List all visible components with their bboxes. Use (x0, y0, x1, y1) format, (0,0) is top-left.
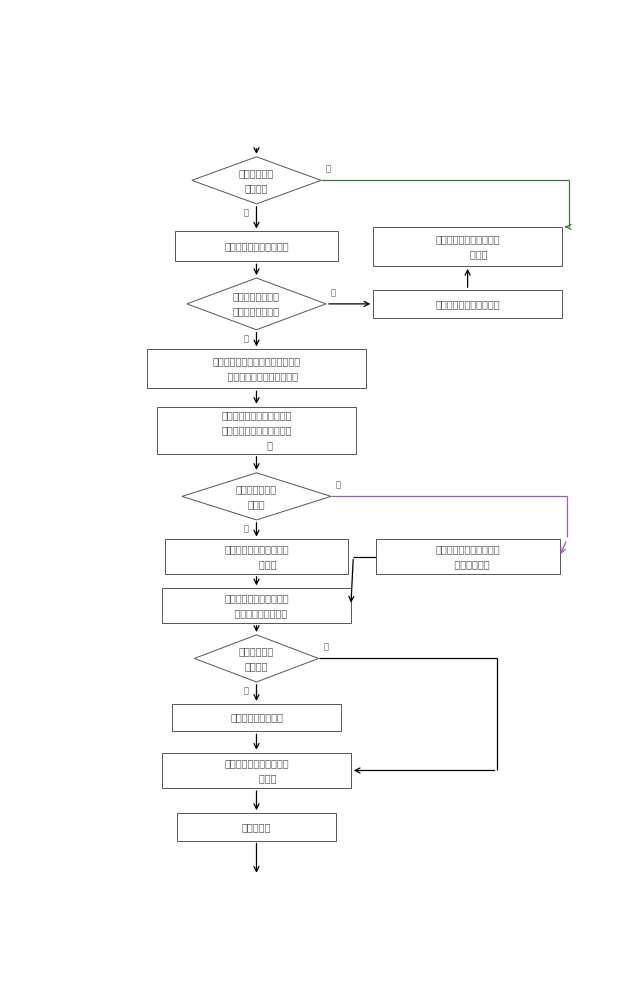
Text: 是否有公共转
供电源？: 是否有公共转 供电源？ (239, 646, 274, 671)
Bar (162, 588, 351, 623)
Bar (174, 231, 338, 261)
Bar (157, 407, 356, 454)
Text: 否: 否 (324, 643, 329, 652)
Text: 暂停正在处理的母线故障: 暂停正在处理的母线故障 (224, 241, 289, 251)
Text: 是: 是 (244, 208, 249, 217)
Text: 无外部联络电源馈线无法
   进行供电恢复: 无外部联络电源馈线无法 进行供电恢复 (435, 544, 500, 569)
Text: 否: 否 (336, 480, 341, 489)
Polygon shape (194, 635, 319, 682)
Text: 将公共转供电源解耦: 将公共转供电源解耦 (230, 713, 283, 723)
Bar (373, 227, 562, 266)
Text: 继续处理暂停的母线故障: 继续处理暂停的母线故障 (435, 299, 500, 309)
Text: 形成方案集: 形成方案集 (242, 822, 271, 832)
Text: 是否存在其他
母线故障: 是否存在其他 母线故障 (239, 168, 274, 193)
Text: 是: 是 (244, 525, 249, 534)
Text: 是: 是 (244, 334, 249, 343)
Bar (373, 290, 562, 318)
Text: 站内有正常运行
母线？: 站内有正常运行 母线？ (236, 484, 277, 509)
Bar (165, 539, 349, 574)
Text: 判别故障母线所带馈线的类
型：无外部联络、有外部联
         络: 判别故障母线所带馈线的类 型：无外部联络、有外部联 络 (221, 410, 292, 450)
Text: 本次母线故障与未处理完的母线故
    障为多母线故障，统一处理: 本次母线故障与未处理完的母线故 障为多母线故障，统一处理 (212, 356, 301, 381)
Text: 本次母线故障按单母线故
       障处理: 本次母线故障按单母线故 障处理 (435, 234, 500, 259)
Bar (177, 813, 336, 841)
Bar (376, 539, 560, 574)
Polygon shape (182, 473, 331, 520)
Text: 是: 是 (244, 687, 249, 696)
Text: 否: 否 (331, 288, 336, 297)
Polygon shape (187, 278, 326, 330)
Polygon shape (192, 157, 321, 204)
Bar (162, 753, 351, 788)
Text: 有外部联络电源馈线全部
   由外部联络电源转供: 有外部联络电源馈线全部 由外部联络电源转供 (224, 593, 289, 618)
Text: 按照传统供电恢复算法进
       行计算: 按照传统供电恢复算法进 行计算 (224, 758, 289, 783)
Text: 否: 否 (326, 164, 331, 173)
Bar (172, 704, 341, 731)
Text: 与本次故障是否为
同一站内母线故障: 与本次故障是否为 同一站内母线故障 (233, 291, 280, 316)
Text: 无外部联络电源馈线由母
       联转供: 无外部联络电源馈线由母 联转供 (224, 544, 289, 569)
Bar (147, 349, 366, 388)
